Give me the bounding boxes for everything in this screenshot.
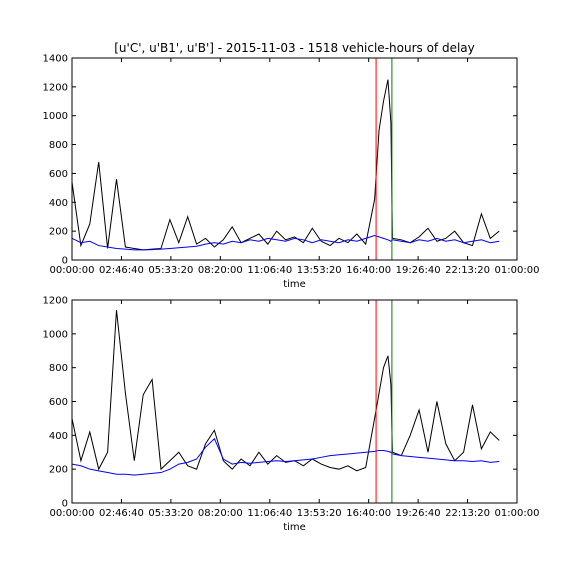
plot-frame <box>71 57 518 261</box>
x-tick-label: 01:00:00 <box>495 265 540 276</box>
x-tick-label: 05:33:20 <box>148 265 193 276</box>
x-tick-label: 16:40:00 <box>346 508 391 519</box>
x-axis-label: time <box>283 522 306 533</box>
y-tick-label: 200 <box>49 465 68 476</box>
x-tick-label: 01:00:00 <box>495 508 540 519</box>
y-tick-label: 0 <box>62 256 68 267</box>
series-line <box>72 437 500 476</box>
x-tick-label: 22:13:20 <box>445 508 490 519</box>
x-tick-label: 13:53:20 <box>297 265 342 276</box>
y-tick-label: 1400 <box>43 54 68 65</box>
x-tick-label: 00:00:00 <box>50 508 95 519</box>
y-tick-label: 1200 <box>43 296 68 307</box>
x-tick-label: 05:33:20 <box>148 508 193 519</box>
x-tick-label: 16:40:00 <box>346 265 391 276</box>
x-tick-label: 19:26:40 <box>396 265 441 276</box>
x-tick-label: 02:46:40 <box>99 508 144 519</box>
series-line <box>72 310 500 472</box>
plot-area <box>72 58 517 260</box>
plot-area <box>72 300 517 503</box>
y-tick-label: 1000 <box>43 329 68 340</box>
y-tick-label: 800 <box>49 363 68 374</box>
x-tick-label: 13:53:20 <box>297 508 342 519</box>
y-tick-label: 800 <box>49 140 68 151</box>
x-tick-label: 11:06:40 <box>247 508 292 519</box>
y-tick-label: 400 <box>49 198 68 209</box>
x-tick-label: 11:06:40 <box>247 265 292 276</box>
x-tick-label: 00:00:00 <box>50 265 95 276</box>
chart-title: [u'C', u'B1', u'B'] - 2015-11-03 - 1518 … <box>114 41 475 55</box>
series-line <box>72 234 500 251</box>
x-tick-label: 22:13:20 <box>445 265 490 276</box>
y-tick-label: 600 <box>49 169 68 180</box>
x-tick-label: 19:26:40 <box>396 508 441 519</box>
x-tick-label: 02:46:40 <box>99 265 144 276</box>
y-tick-label: 1000 <box>43 111 68 122</box>
y-tick-label: 1200 <box>43 82 68 93</box>
y-tick-label: 400 <box>49 431 68 442</box>
x-tick-label: 08:20:00 <box>198 265 243 276</box>
x-axis-label: time <box>283 279 306 290</box>
y-tick-label: 200 <box>49 227 68 238</box>
y-tick-label: 600 <box>49 397 68 408</box>
y-tick-label: 0 <box>62 499 68 510</box>
x-tick-label: 08:20:00 <box>198 508 243 519</box>
